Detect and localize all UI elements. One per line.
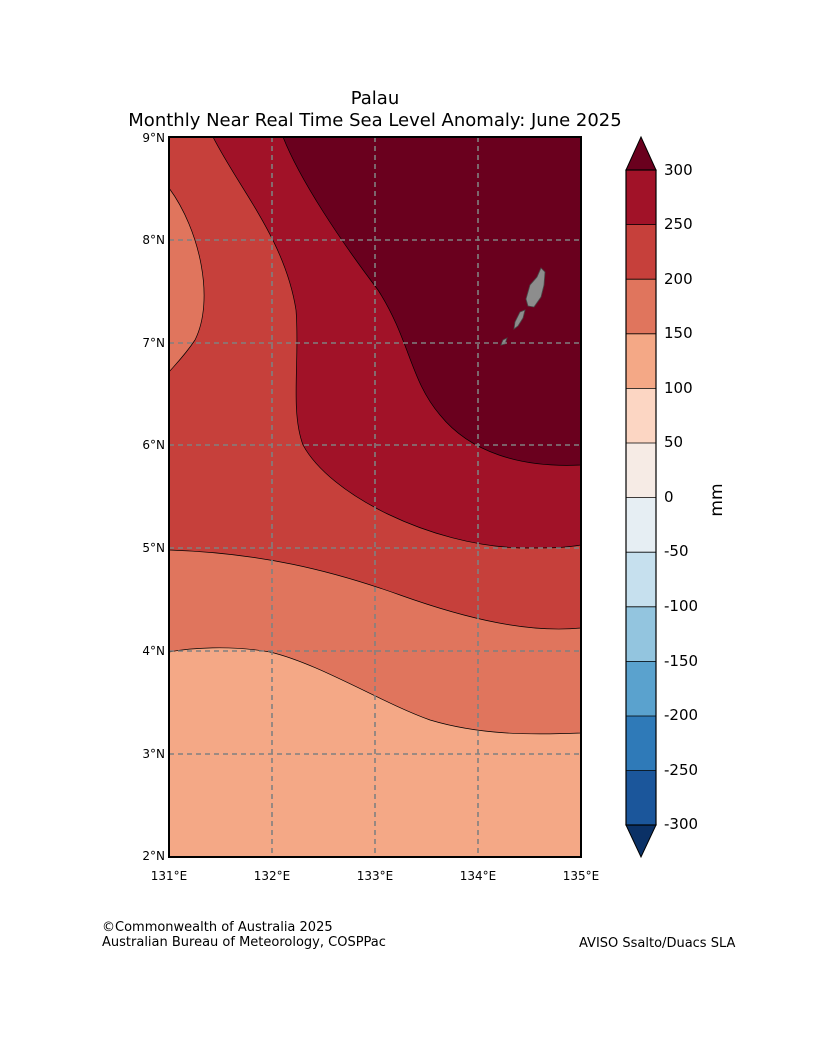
colorbar-tick-label: -150 [664, 652, 698, 670]
colorbar-tick-label: 150 [664, 324, 693, 342]
lon-axis: 131°E 132°E 133°E 134°E 135°E [151, 869, 600, 883]
colorbar-tick-label: 250 [664, 215, 693, 233]
organization-text: Australian Bureau of Meteorology, COSPPa… [102, 935, 386, 950]
colorbar-tick-label: -50 [664, 542, 689, 560]
colorbar-tick-label: 50 [664, 433, 683, 451]
colorbar-segment [626, 279, 656, 334]
lon-tick-label: 133°E [357, 869, 394, 883]
lon-tick-label: 132°E [254, 869, 291, 883]
lat-axis: 9°N 8°N 7°N 6°N 5°N 4°N 3°N 2°N [142, 131, 165, 863]
lon-tick-label: 135°E [563, 869, 600, 883]
colorbar-segment [626, 170, 656, 225]
colorbar-segment [626, 388, 656, 443]
colorbar-tick-label: 100 [664, 379, 693, 397]
lat-tick-label: 5°N [142, 541, 165, 555]
lat-tick-label: 4°N [142, 644, 165, 658]
colorbar-under-triangle [625, 824, 657, 859]
palau-island [525, 267, 546, 308]
colorbar-segment [626, 770, 656, 826]
colorbar-over-triangle [625, 135, 657, 171]
lon-tick-label: 134°E [460, 869, 497, 883]
colorbar: 300 250 200 150 100 50 0 -50 -100 -150 -… [625, 135, 727, 859]
lat-tick-label: 7°N [142, 336, 165, 350]
map-frame [168, 136, 582, 858]
lat-tick-label: 9°N [142, 131, 165, 145]
map-title: Palau [350, 88, 400, 109]
lat-tick-label: 2°N [142, 849, 165, 863]
colorbar-frame [625, 169, 657, 826]
colorbar-tick-label: -300 [664, 815, 698, 833]
copyright-text: ©Commonwealth of Australia 2025 [102, 920, 333, 935]
palau-island-south [513, 309, 526, 330]
band-150-200-west [169, 187, 205, 373]
colorbar-tick-label: -100 [664, 597, 698, 615]
colorbar-segment [626, 661, 656, 716]
colorbar-tick-label: 0 [664, 488, 674, 506]
lon-tick-label: 131°E [151, 869, 188, 883]
colorbar-ticks: 300 250 200 150 100 50 0 -50 -100 -150 -… [664, 161, 698, 833]
graticule [169, 137, 581, 857]
colorbar-segment [626, 552, 656, 607]
colorbar-segment [626, 443, 656, 498]
colorbar-segment [626, 606, 656, 662]
colorbar-unit-label: mm [707, 483, 727, 516]
colorbar-dividers [626, 224, 656, 771]
colorbar-tick-label: -250 [664, 761, 698, 779]
lat-tick-label: 8°N [142, 233, 165, 247]
data-source-text: AVISO Ssalto/Duacs SLA [579, 936, 736, 951]
contour-map [169, 137, 581, 857]
map-subtitle: Monthly Near Real Time Sea Level Anomaly… [128, 110, 622, 131]
lat-tick-label: 3°N [142, 747, 165, 761]
colorbar-tick-label: 300 [664, 161, 693, 179]
colorbar-segment [626, 224, 656, 280]
colorbar-segment [626, 333, 656, 389]
lat-tick-label: 6°N [142, 438, 165, 452]
colorbar-segment [626, 497, 656, 553]
colorbar-tick-label: 200 [664, 270, 693, 288]
band-above-300 [282, 137, 581, 466]
colorbar-segment [626, 716, 656, 771]
colorbar-tick-label: -200 [664, 706, 698, 724]
